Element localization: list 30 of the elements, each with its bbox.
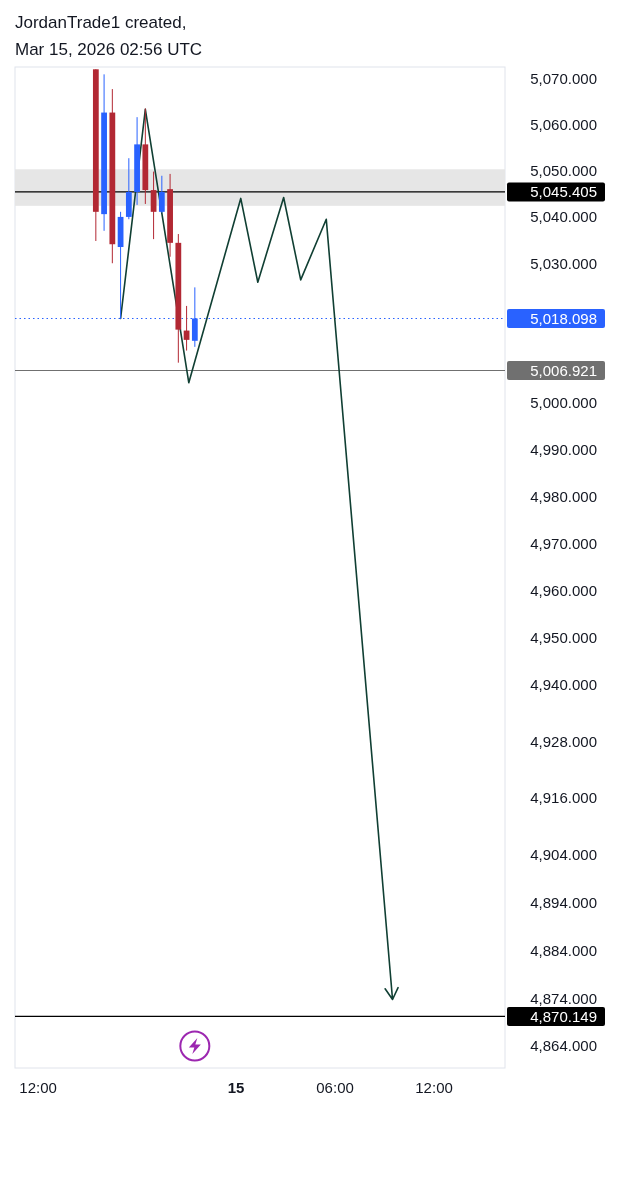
y-tick-label: 4,904.000 bbox=[530, 846, 597, 864]
y-tick-label: 4,950.000 bbox=[530, 628, 597, 646]
y-tick-label: 5,000.000 bbox=[530, 394, 597, 412]
y-tick-label: 4,970.000 bbox=[530, 534, 597, 552]
y-tick-label: 4,884.000 bbox=[530, 941, 597, 959]
y-tick-label: 4,874.000 bbox=[530, 989, 597, 1007]
y-tick-label: 5,030.000 bbox=[530, 254, 597, 272]
y-tick-label: 4,940.000 bbox=[530, 675, 597, 693]
ref-line-label: 5,006.921 bbox=[530, 362, 597, 379]
y-tick-label: 5,060.000 bbox=[530, 116, 597, 134]
x-tick-label: 12:00 bbox=[415, 1078, 453, 1096]
chart-title: JordanTrade1 created, bbox=[15, 12, 187, 32]
y-tick-label: 4,894.000 bbox=[530, 894, 597, 912]
x-tick-label: 06:00 bbox=[316, 1078, 354, 1096]
ref-line-label: 5,018.098 bbox=[530, 309, 597, 327]
x-tick-label: 12:00 bbox=[19, 1078, 57, 1096]
y-tick-label: 4,960.000 bbox=[530, 581, 597, 599]
y-tick-label: 4,864.000 bbox=[530, 1037, 597, 1055]
y-tick-label: 5,070.000 bbox=[530, 70, 597, 87]
y-tick-label: 5,040.000 bbox=[530, 208, 597, 226]
ref-line-label: 4,870.149 bbox=[530, 1007, 597, 1025]
y-tick-label: 4,990.000 bbox=[530, 440, 597, 458]
chart-subtitle: Mar 15, 2026 02:56 UTC bbox=[15, 39, 203, 59]
ref-line-label: 5,045.405 bbox=[530, 183, 597, 201]
x-tick-label: 15 bbox=[227, 1078, 245, 1096]
candlestick bbox=[158, 175, 165, 214]
y-tick-label: 4,980.000 bbox=[530, 487, 597, 505]
y-tick-label: 4,916.000 bbox=[530, 789, 597, 807]
y-tick-label: 5,050.000 bbox=[530, 162, 597, 180]
y-tick-label: 4,928.000 bbox=[530, 732, 597, 750]
